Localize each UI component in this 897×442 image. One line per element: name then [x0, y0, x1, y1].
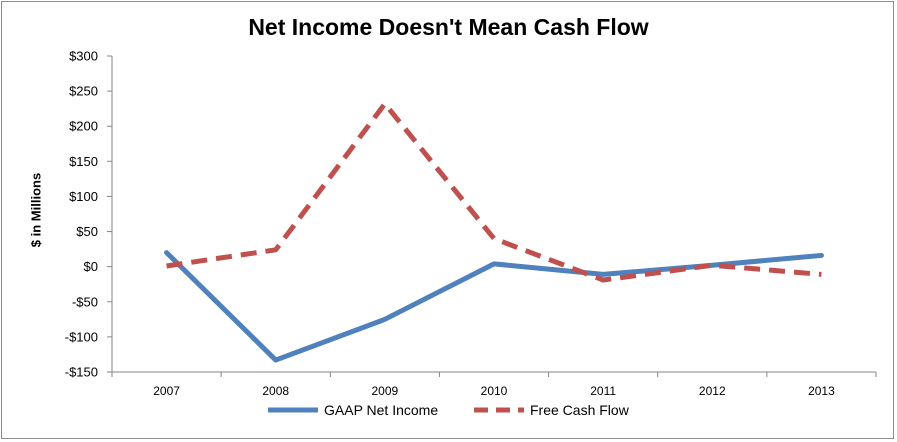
- y-tick-label: $300: [69, 49, 98, 64]
- legend-swatch-dashed: [474, 407, 524, 413]
- y-tick-label: $200: [69, 119, 98, 134]
- x-tick-label: 2009: [372, 384, 399, 398]
- chart-title: Net Income Doesn't Mean Cash Flow: [248, 14, 649, 40]
- x-tick-label: 2010: [481, 384, 508, 398]
- series-line-gaap-net-income: [164, 250, 824, 363]
- y-tick-label: $250: [69, 84, 98, 99]
- y-tick-label: $50: [76, 224, 98, 239]
- y-tick-label: -$50: [72, 294, 98, 309]
- axes: [107, 55, 877, 377]
- series-line-free-cash-flow: [166, 101, 822, 283]
- legend: GAAP Net Income Free Cash Flow: [0, 402, 897, 422]
- legend-swatch-solid: [268, 407, 318, 413]
- x-tick-label: 2013: [808, 384, 835, 398]
- legend-label: GAAP Net Income: [324, 402, 439, 418]
- legend-label: Free Cash Flow: [530, 402, 629, 418]
- legend-item-gaap-net-income: GAAP Net Income: [268, 402, 438, 418]
- x-tick-label: 2011: [590, 384, 616, 398]
- x-tick-label: 2007: [153, 384, 180, 398]
- x-tick-label: 2008: [262, 384, 289, 398]
- y-tick-label: $150: [69, 154, 98, 169]
- x-tick-label: 2012: [699, 384, 726, 398]
- y-tick-label: $0: [84, 259, 98, 274]
- series-lines: [164, 101, 824, 363]
- legend-item-free-cash-flow: Free Cash Flow: [474, 402, 629, 418]
- y-tick-label: -$100: [65, 329, 98, 344]
- x-tick-labels: 2007 2008 2009 2010 2011 2012 2013: [153, 384, 835, 398]
- y-tick-label: $100: [69, 189, 98, 204]
- y-tick-labels: $300 $250 $200 $150 $100 $50 $0 -$50 -$100 -$150: [65, 49, 98, 380]
- y-tick-label: -$150: [65, 365, 98, 380]
